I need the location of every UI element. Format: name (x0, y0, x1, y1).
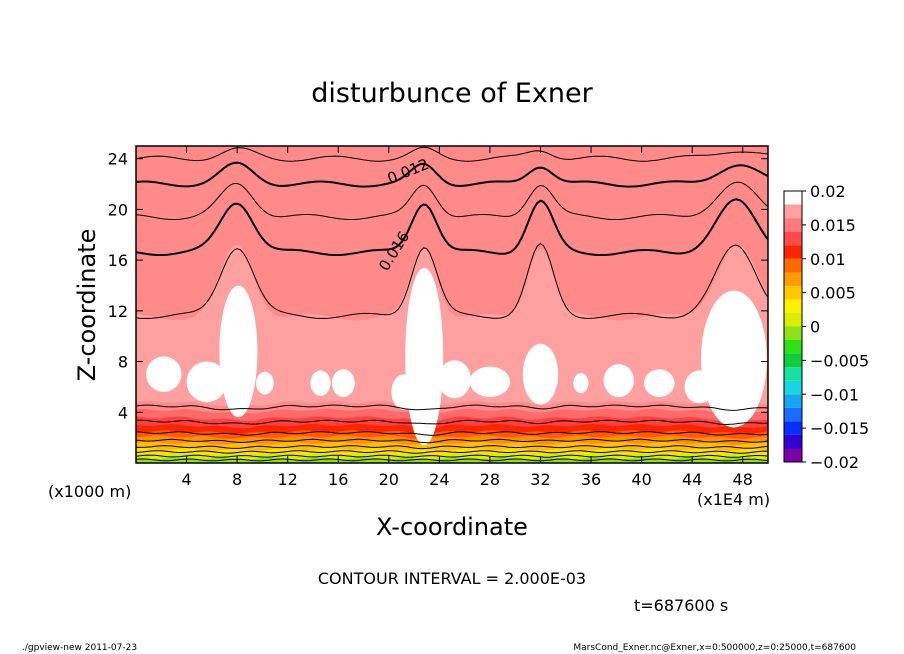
colorbar (783, 190, 803, 463)
contour-white-region (469, 366, 511, 397)
contour-interval-text: CONTOUR INTERVAL = 2.000E-03 (318, 569, 586, 588)
footer-left: ./gpview-new 2011-07-23 (22, 643, 137, 653)
colorbar-swatch (784, 353, 802, 368)
colorbar-swatch (784, 191, 802, 205)
y-tick-label: 8 (118, 353, 128, 372)
colorbar-tick-label: −0.01 (810, 385, 859, 404)
colorbar-tick-label: 0.02 (810, 182, 846, 201)
contour-white-region (331, 369, 355, 397)
y-tick-label: 16 (108, 251, 128, 270)
contour-white-region (405, 267, 444, 446)
colorbar-tick-label: 0.01 (810, 250, 846, 269)
colorbar-swatch (784, 394, 802, 408)
colorbar-swatch (784, 204, 802, 219)
contour-white-region (603, 364, 634, 398)
x-axis-label: X-coordinate (376, 513, 528, 541)
x-tick-label: 48 (733, 470, 753, 489)
x-unit-note: (x1E4 m) (697, 490, 770, 509)
colorbar-swatch (784, 272, 802, 286)
contour-line (136, 431, 768, 436)
contour-line (136, 454, 768, 458)
contour-white-region (146, 356, 182, 393)
y-tick-label: 20 (108, 200, 128, 219)
contour-line (136, 458, 768, 462)
contour-white-region (186, 361, 227, 403)
contour-white-region (522, 343, 559, 405)
colorbar-swatch (784, 421, 802, 435)
colorbar-tick-label: 0.005 (810, 284, 856, 303)
plot-frame (135, 145, 769, 464)
contour-line (136, 161, 768, 188)
y-tick-label: 12 (108, 302, 128, 321)
contour-line (136, 450, 768, 454)
colorbar-swatch (784, 326, 802, 340)
colorbar-swatch (784, 258, 802, 273)
colorbar-swatch (784, 367, 802, 381)
colorbar-swatch (784, 434, 802, 449)
colorbar-swatch (784, 231, 802, 246)
upper-band (136, 146, 768, 321)
colorbar-tick-label: 0 (810, 318, 820, 337)
y-tick-label: 24 (108, 150, 128, 169)
colorbar-swatch (784, 245, 802, 259)
colorbar-swatch (784, 299, 802, 313)
contour-line (136, 404, 768, 411)
y-unit-note: (x1000 m) (48, 482, 131, 501)
colorbar-swatch (784, 340, 802, 354)
contour-line (136, 438, 768, 444)
x-tick-label: 8 (232, 470, 242, 489)
colorbar-swatch (784, 448, 802, 462)
x-tick-label: 20 (379, 470, 399, 489)
contour-line (136, 445, 768, 450)
footer-right: MarsCond_Exner.nc@Exner,x=0:500000,z=0:2… (573, 643, 856, 653)
colorbar-tick-label: −0.015 (810, 419, 869, 438)
x-tick-label: 12 (278, 470, 298, 489)
colorbar-tick-label: −0.02 (810, 453, 859, 472)
colorbar-tick-label: 0.015 (810, 216, 856, 235)
x-tick-label: 32 (530, 470, 550, 489)
contour-line (136, 146, 768, 162)
contour-white-region (219, 285, 258, 418)
contour-white-region (684, 370, 715, 404)
contour-white-region (644, 369, 675, 397)
contour-white-region (573, 373, 589, 394)
x-tick-label: 36 (581, 470, 601, 489)
chart-title: disturbunce of Exner (311, 78, 593, 109)
contour-white-region (256, 371, 274, 395)
contour-white-region (701, 290, 767, 428)
colorbar-tick-label: −0.005 (810, 351, 869, 370)
contour-line (136, 181, 768, 220)
time-text: t=687600 s (634, 596, 728, 615)
x-tick-label: 24 (429, 470, 449, 489)
colorbar-swatch (784, 218, 802, 232)
x-tick-label: 44 (682, 470, 702, 489)
x-tick-label: 16 (328, 470, 348, 489)
contour-white-region (391, 374, 417, 410)
contour-line (136, 243, 768, 319)
contour-line (136, 419, 768, 426)
colorbar-swatch (784, 313, 802, 327)
contour-white-region (438, 360, 471, 399)
colorbar-swatch (784, 407, 802, 422)
colorbar-swatch (784, 380, 802, 395)
x-tick-label: 4 (181, 470, 191, 489)
contour-line (136, 198, 768, 256)
y-tick-label: 4 (118, 403, 128, 422)
y-axis-label: Z-coordinate (73, 229, 101, 382)
plot-area (136, 146, 768, 463)
x-tick-label: 40 (631, 470, 651, 489)
x-tick-label: 28 (480, 470, 500, 489)
contour-white-region (310, 370, 331, 396)
colorbar-swatch (784, 285, 802, 300)
